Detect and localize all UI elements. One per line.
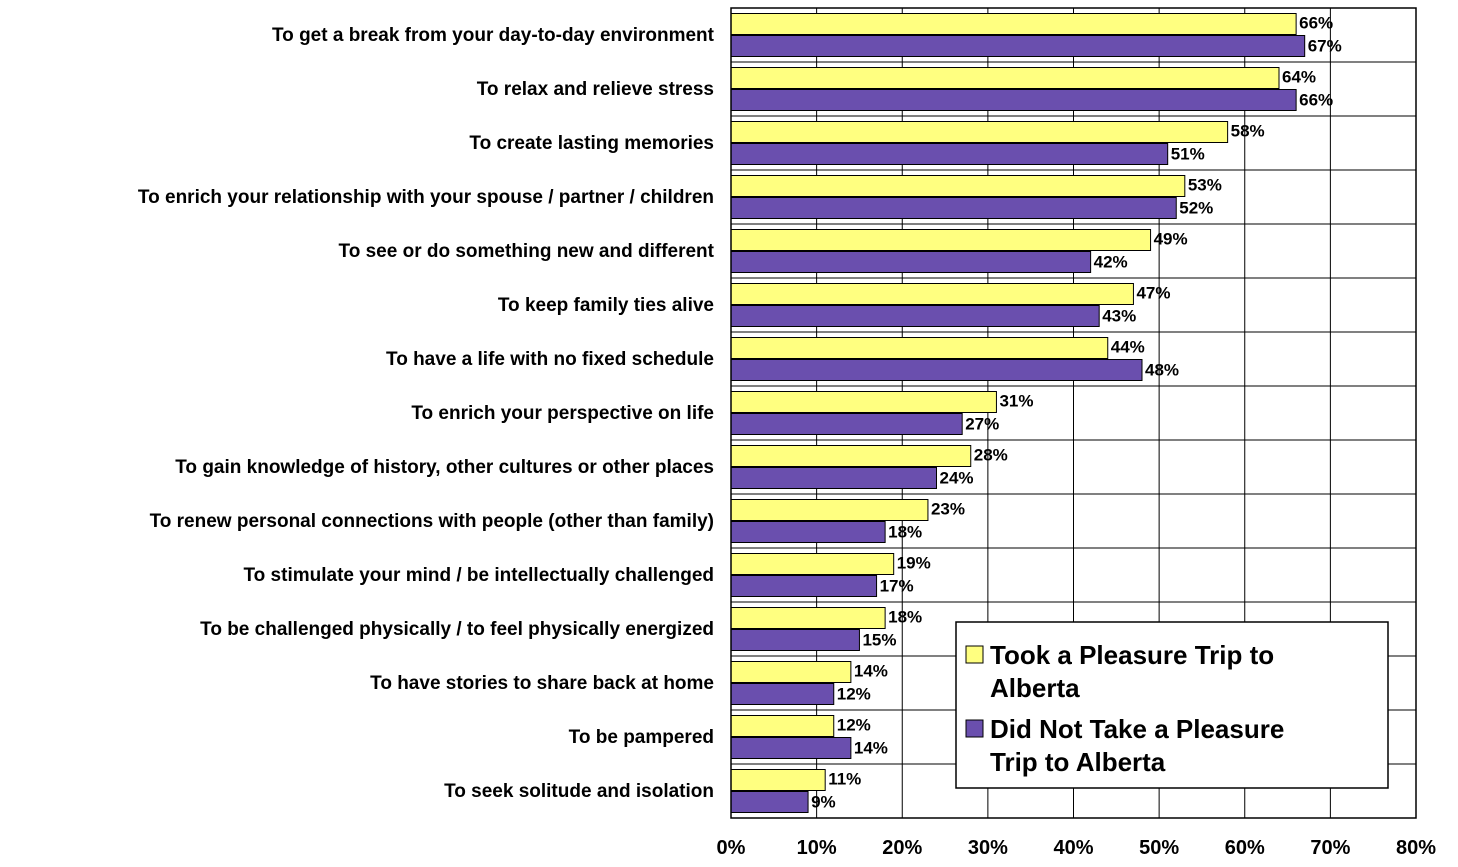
x-tick-label: 50%: [1139, 837, 1179, 859]
bar-took-trip: [730, 499, 929, 521]
bar-did-not-take-trip: [730, 683, 835, 705]
bar-did-not-take-trip: [730, 143, 1169, 165]
bar-did-not-take-trip: [730, 737, 852, 759]
category-label: To see or do something new and different: [339, 241, 715, 262]
value-label: 9%: [811, 793, 836, 812]
value-label: 52%: [1179, 199, 1213, 218]
legend-entry-text: Alberta: [990, 673, 1080, 703]
x-axis-tick-labels: 0% 10% 20% 30% 40% 50% 60% 70% 80%: [717, 837, 1437, 859]
value-label: 11%: [828, 770, 861, 789]
value-label: 51%: [1171, 145, 1205, 164]
bar-took-trip: [730, 607, 886, 629]
bar-did-not-take-trip: [730, 197, 1177, 219]
category-label: To get a break from your day-to-day envi…: [272, 25, 715, 46]
bar-took-trip: [730, 229, 1152, 251]
category-label: To keep family ties alive: [498, 295, 714, 316]
value-label: 47%: [1136, 284, 1170, 303]
gridlines: [731, 8, 1416, 818]
category-label: To create lasting memories: [469, 133, 714, 154]
bar-took-trip: [730, 13, 1297, 35]
legend-entry-text: Did Not Take a Pleasure: [990, 714, 1284, 744]
bar-did-not-take-trip: [730, 89, 1297, 111]
value-label: 49%: [1154, 230, 1188, 249]
value-label: 14%: [854, 739, 888, 758]
bar-took-trip: [730, 715, 835, 737]
bar-did-not-take-trip: [730, 791, 809, 813]
bar-did-not-take-trip: [730, 305, 1100, 327]
bar-took-trip: [730, 769, 826, 791]
category-label: To stimulate your mind / be intellectual…: [243, 565, 714, 586]
bar-did-not-take-trip: [730, 359, 1143, 381]
value-label: 19%: [897, 554, 931, 573]
bar-took-trip: [730, 175, 1186, 197]
plot-area-border: [730, 7, 1417, 819]
x-tick-label: 70%: [1310, 837, 1350, 859]
bar-took-trip: [730, 337, 1109, 359]
category-label: To gain knowledge of history, other cult…: [175, 457, 714, 478]
value-label: 42%: [1094, 253, 1128, 272]
category-label: To renew personal connections with peopl…: [150, 511, 714, 532]
category-label: To have stories to share back at home: [370, 673, 714, 694]
value-label: 64%: [1282, 68, 1316, 87]
bar-took-trip: [730, 67, 1280, 89]
bar-did-not-take-trip: [730, 251, 1092, 273]
bar-took-trip: [730, 391, 997, 413]
value-label: 53%: [1188, 176, 1222, 195]
value-label: 14%: [854, 662, 888, 681]
category-label: To seek solitude and isolation: [444, 781, 714, 802]
value-label: 66%: [1299, 91, 1333, 110]
category-label: To have a life with no fixed schedule: [386, 349, 714, 370]
value-label: 18%: [888, 608, 922, 627]
bar-did-not-take-trip: [730, 413, 963, 435]
bar-took-trip: [730, 283, 1134, 305]
category-label: To be challenged physically / to feel ph…: [200, 619, 714, 640]
value-label: 12%: [837, 685, 871, 704]
category-label: To relax and relieve stress: [477, 79, 714, 100]
x-tick-label: 30%: [968, 837, 1008, 859]
value-label: 31%: [999, 392, 1033, 411]
bar-did-not-take-trip: [730, 35, 1306, 57]
category-labels: To get a break from your day-to-day envi…: [138, 25, 715, 802]
x-tick-label: 20%: [882, 837, 922, 859]
value-label: 12%: [837, 716, 871, 735]
category-label: To enrich your relationship with your sp…: [138, 187, 714, 208]
legend-entry-text: Took a Pleasure Trip to: [990, 640, 1274, 670]
value-label: 58%: [1231, 122, 1265, 141]
value-label: 15%: [862, 631, 896, 650]
bar-took-trip: [730, 553, 895, 575]
value-label: 18%: [888, 523, 922, 542]
value-label: 67%: [1308, 37, 1342, 56]
legend-box: [955, 621, 1389, 789]
legend-swatch: [965, 645, 984, 664]
x-tick-label: 10%: [797, 837, 837, 859]
category-label: To be pampered: [569, 727, 714, 748]
value-label: 27%: [965, 415, 999, 434]
value-label: 44%: [1111, 338, 1145, 357]
x-tick-label: 60%: [1225, 837, 1265, 859]
bar-took-trip: [730, 445, 972, 467]
bar-took-trip: [730, 661, 852, 683]
bar-did-not-take-trip: [730, 467, 937, 489]
value-label: 23%: [931, 500, 965, 519]
value-label: 17%: [880, 577, 914, 596]
bar-did-not-take-trip: [730, 575, 878, 597]
x-tick-label: 0%: [717, 837, 746, 859]
bar-did-not-take-trip: [730, 629, 860, 651]
bar-did-not-take-trip: [730, 521, 886, 543]
x-tick-label: 40%: [1053, 837, 1093, 859]
x-tick-label: 80%: [1396, 837, 1436, 859]
category-label: To enrich your perspective on life: [411, 403, 714, 424]
value-label: 43%: [1102, 307, 1136, 326]
legend-entry-text: Trip to Alberta: [990, 747, 1166, 777]
value-label: 24%: [940, 469, 974, 488]
value-label: 28%: [974, 446, 1008, 465]
value-labels: 66% 67% 64% 66% 58% 51% 53% 52% 49% 42% 47%43% 44%4…: [811, 14, 1342, 812]
value-label: 66%: [1299, 14, 1333, 33]
bar-took-trip: [730, 121, 1229, 143]
legend-swatch: [965, 719, 984, 738]
value-label: 48%: [1145, 361, 1179, 380]
